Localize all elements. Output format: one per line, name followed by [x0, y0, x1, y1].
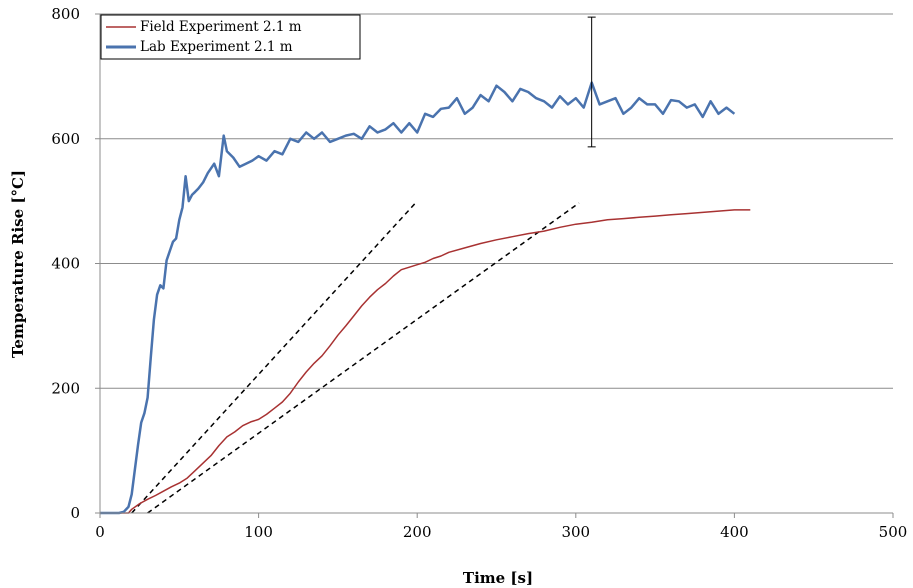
legend-entry-lab: Lab Experiment 2.1 m	[140, 39, 293, 55]
x-axis-label: Time [s]	[463, 569, 533, 587]
dashed-reference-line	[131, 200, 418, 514]
y-tick-label: 800	[51, 5, 80, 23]
lab-experiment-line	[100, 81, 736, 515]
x-tick-label: 400	[720, 523, 749, 541]
field-experiment-line	[100, 209, 751, 514]
legend-box	[100, 14, 361, 60]
y-axis-label: Temperature Rise [°C]	[9, 170, 27, 358]
x-tick-label: 500	[879, 523, 908, 541]
dashed-reference-line	[147, 202, 580, 514]
y-tick-label: 0	[70, 504, 80, 522]
y-tick-label: 600	[51, 130, 80, 148]
grid-lines	[100, 13, 893, 389]
legend: Field Experiment 2.1 m Lab Experiment 2.…	[100, 14, 361, 60]
x-tick-labels: 0 100 200 300 400 500	[95, 523, 907, 541]
y-tick-labels: 0 200 400 600 800	[51, 5, 80, 522]
x-tick-label: 300	[561, 523, 590, 541]
error-bar	[587, 16, 596, 148]
y-tick-label: 200	[51, 379, 80, 397]
series-lines	[100, 81, 751, 515]
x-tick-label: 0	[95, 523, 105, 541]
reference-lines	[131, 200, 580, 514]
x-tick-label: 200	[403, 523, 432, 541]
axes	[95, 13, 894, 518]
legend-entry-field: Field Experiment 2.1 m	[140, 19, 302, 35]
y-tick-label: 400	[51, 255, 80, 273]
x-tick-label: 100	[244, 523, 273, 541]
